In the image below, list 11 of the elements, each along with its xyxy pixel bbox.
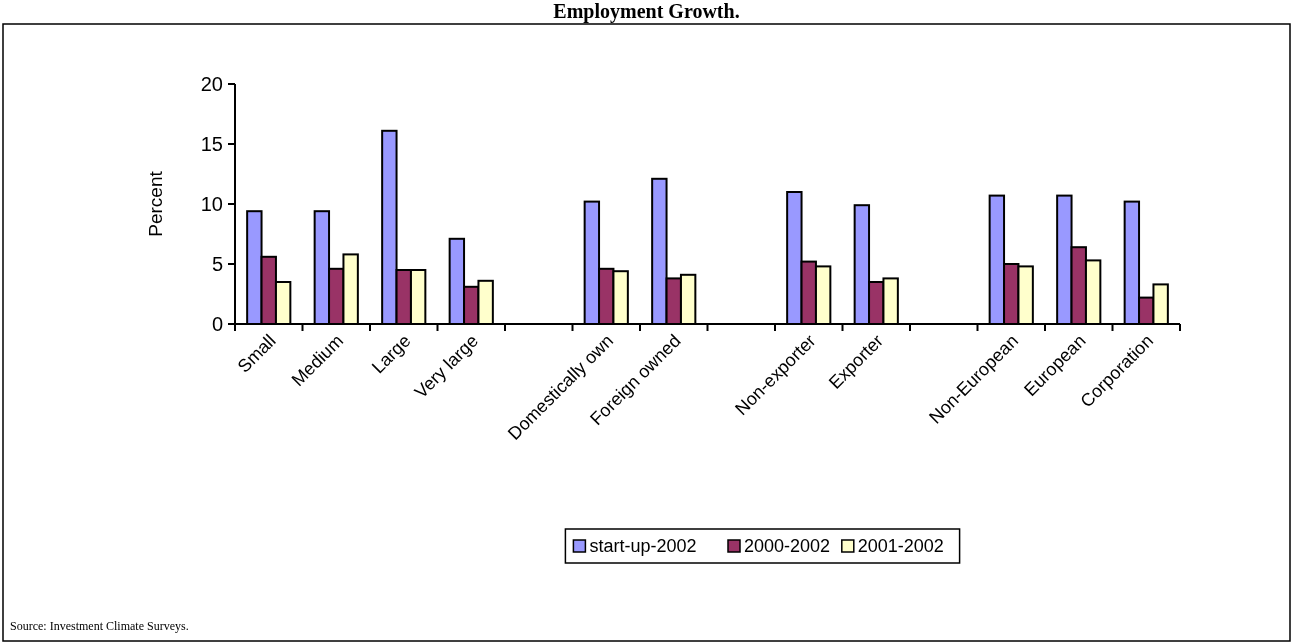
legend-label: 2001-2002 — [857, 536, 944, 557]
source-note: Source: Investment Climate Surveys. — [10, 619, 189, 633]
y-tick-label: 15 — [200, 133, 223, 155]
chart-title: Employment Growth. — [553, 0, 740, 23]
y-tick-label: 5 — [211, 253, 223, 275]
legend-label: 2000-2002 — [744, 536, 831, 557]
y-tick-label: 20 — [200, 73, 223, 95]
y-tick-label: 10 — [200, 193, 223, 215]
legend-label: start-up-2002 — [589, 536, 697, 557]
y-tick-label: 0 — [211, 313, 223, 335]
y-axis-title: Percent — [145, 170, 166, 237]
